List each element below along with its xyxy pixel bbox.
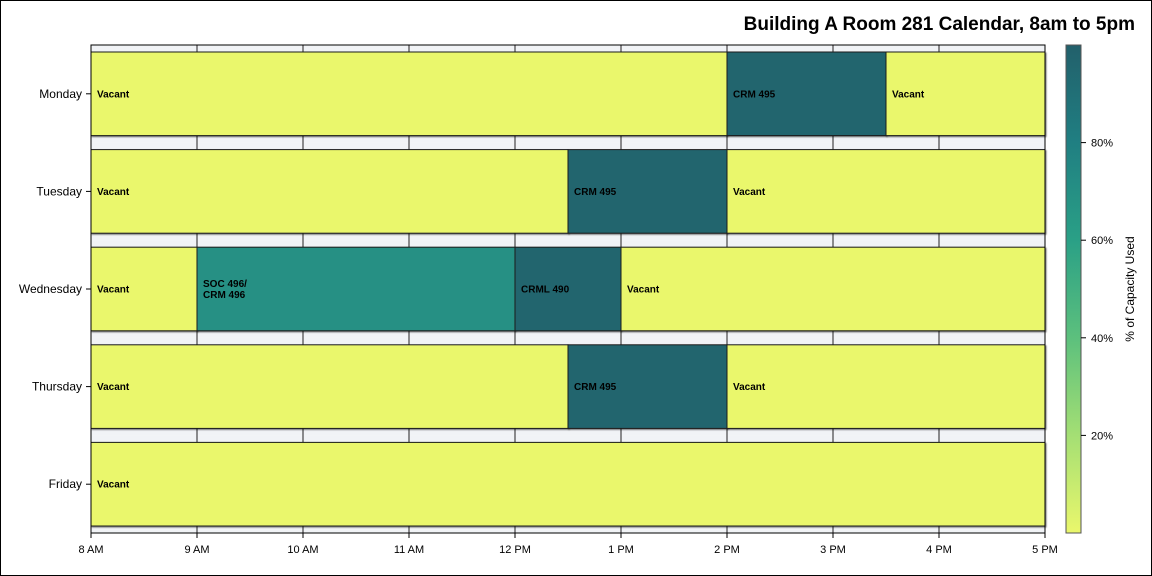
x-tick-label: 9 AM — [184, 544, 209, 556]
colorbar-label: % of Capacity Used — [1123, 236, 1137, 341]
booking-bar — [885, 51, 1046, 137]
y-tick-label: Friday — [49, 477, 82, 491]
booking-label: Vacant — [97, 285, 130, 296]
booking-bar — [90, 344, 569, 429]
y-tick-label: Thursday — [32, 380, 82, 394]
booking-bar — [90, 51, 728, 137]
booking-label: Vacant — [892, 89, 925, 100]
x-tick-label: 5 PM — [1032, 544, 1058, 556]
y-tick-label: Tuesday — [36, 184, 82, 198]
x-tick-label: 2 PM — [714, 544, 740, 556]
booking-label: Vacant — [97, 187, 130, 198]
x-tick-label: 10 AM — [287, 544, 318, 556]
booking-label: Vacant — [97, 480, 130, 491]
colorbar: 20% 40% 60% 80% % of Capacity Used — [1065, 44, 1137, 534]
booking-label: Vacant — [733, 187, 766, 198]
booking-label: CRM 495 — [733, 89, 776, 100]
booking-label: CRM 495 — [574, 382, 617, 393]
booking-bar — [620, 246, 1046, 332]
booking-label: Vacant — [627, 285, 660, 296]
x-tick-label: 8 AM — [78, 544, 103, 556]
booking-label: Vacant — [97, 89, 130, 100]
colorbar-tick-label: 60% — [1091, 235, 1113, 247]
booking-label: Vacant — [733, 382, 766, 393]
booking-label: SOC 496/ — [203, 279, 247, 290]
booking-bar — [196, 246, 516, 332]
booking-bar — [726, 51, 887, 137]
colorbar-gradient — [1065, 44, 1082, 534]
booking-bar — [514, 246, 622, 332]
y-tick-label: Monday — [39, 87, 82, 101]
colorbar-tick-label: 20% — [1091, 430, 1113, 442]
x-tick-label: 4 PM — [926, 544, 952, 556]
booking-label: CRM 495 — [574, 187, 617, 198]
booking-bar — [90, 149, 569, 234]
colorbar-tick-label: 80% — [1091, 138, 1113, 150]
booking-bar — [726, 344, 1046, 429]
x-tick-label: 12 PM — [499, 544, 531, 556]
x-tick-label: 11 AM — [394, 544, 424, 556]
chart-title: Building A Room 281 Calendar, 8am to 5pm — [743, 14, 1135, 35]
booking-label: CRM 496 — [203, 290, 246, 301]
x-tick-label: 3 PM — [820, 544, 846, 556]
booking-bar — [90, 441, 1046, 527]
plot-area: Vacant CRM 495 Vacant Vacant CRM 495 Vacant Va… — [19, 44, 1058, 556]
y-tick-label: Wednesday — [19, 282, 82, 296]
booking-label: CRML 490 — [521, 285, 570, 296]
booking-bar — [90, 246, 198, 332]
booking-bar — [726, 149, 1046, 234]
x-tick-label: 1 PM — [608, 544, 634, 556]
booking-label: Vacant — [97, 382, 130, 393]
colorbar-tick-label: 40% — [1091, 333, 1113, 345]
